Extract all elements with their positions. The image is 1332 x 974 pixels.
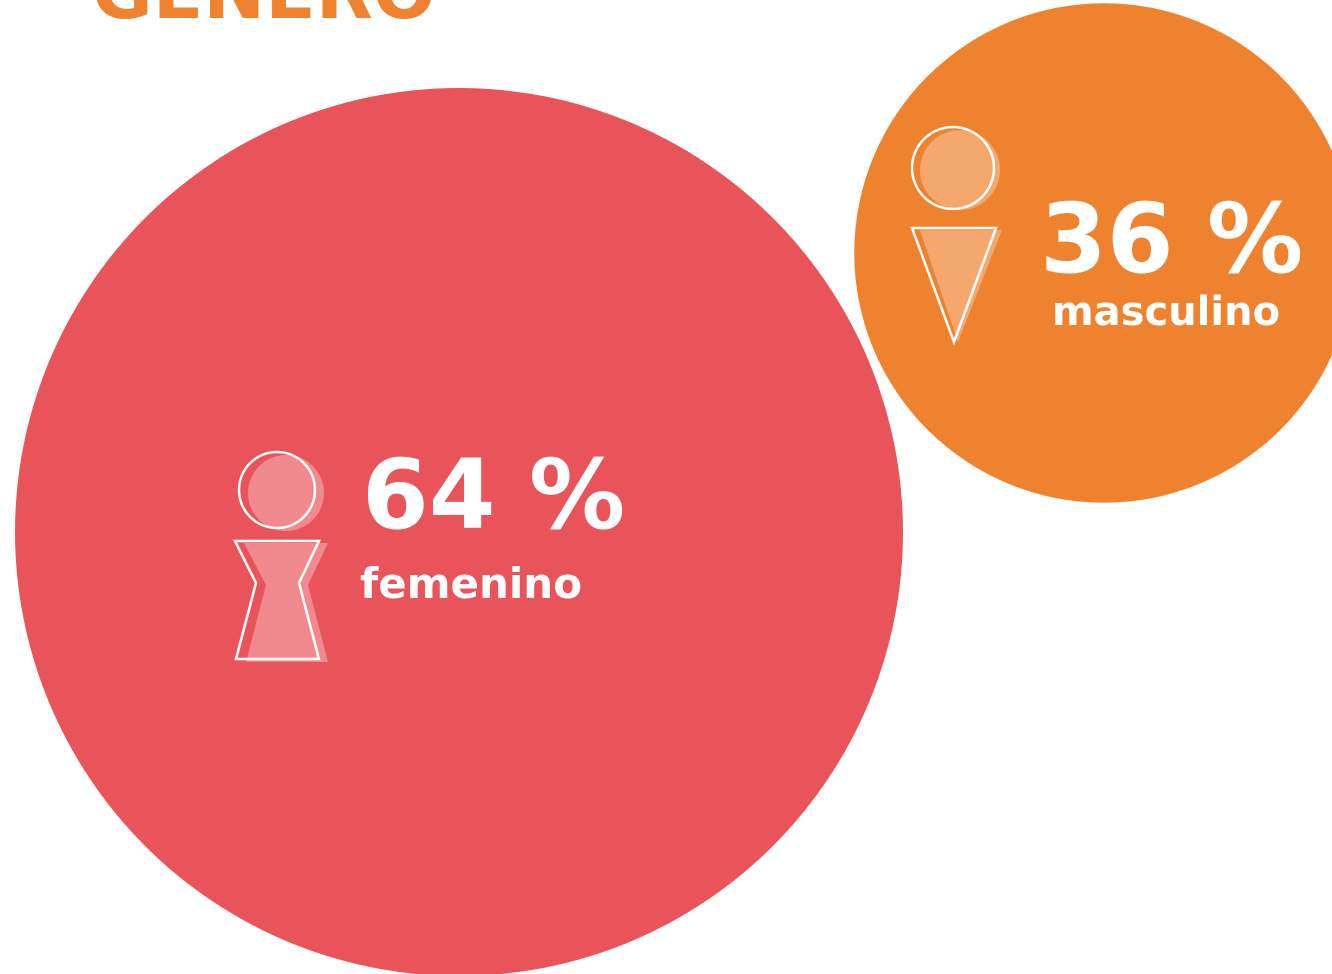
bubbles xyxy=(15,3,1332,974)
female-icon xyxy=(232,450,328,662)
category-label: masculino xyxy=(1052,289,1280,335)
value-label: 64 % xyxy=(362,439,625,551)
labels: 64 % femenino 36 %masculino xyxy=(360,183,1303,608)
chart-title: GÉNERO xyxy=(92,0,436,36)
icons xyxy=(232,125,1002,662)
value-label: 36 % xyxy=(1040,183,1303,295)
male-icon xyxy=(910,125,1002,346)
bubble xyxy=(15,88,903,974)
category-label: femenino xyxy=(360,559,582,608)
bubble xyxy=(854,3,1332,503)
